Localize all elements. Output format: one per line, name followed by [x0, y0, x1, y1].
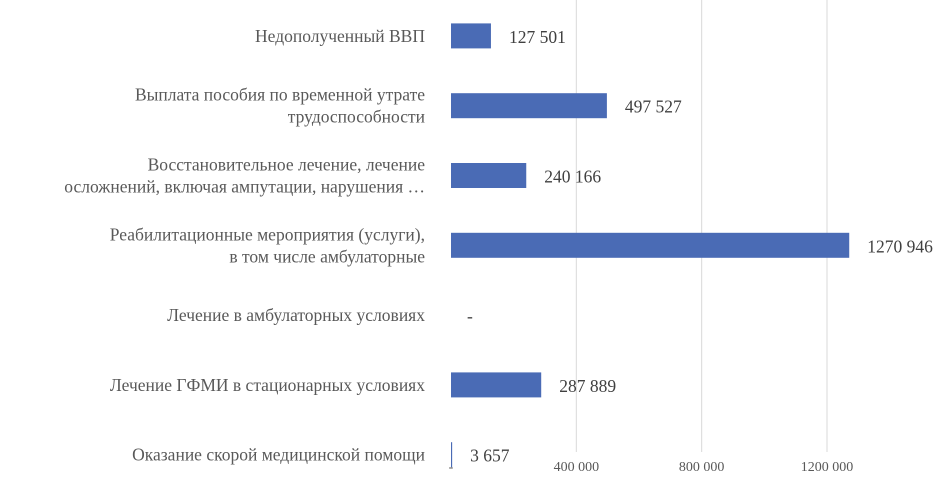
category-label-line: Реабилитационные мероприятия (услуги), — [110, 224, 425, 244]
category-label-line: в том числе амбулаторные — [229, 246, 425, 266]
category-label-line: Лечение ГФМИ в стационарных условиях — [110, 375, 425, 395]
data-label: 287 889 — [559, 376, 616, 396]
data-label: 3 657 — [470, 446, 510, 466]
category-label: Реабилитационные мероприятия (услуги), в … — [110, 224, 425, 266]
category-label-line: Восстановительное лечение, лечение — [148, 155, 426, 175]
category-label-line: Выплата пособия по временной утрате — [135, 85, 425, 105]
category-label: Восстановительное лечение, лечение осложн… — [64, 155, 425, 197]
bars — [451, 23, 850, 468]
x-axis-ticks: - 400 000 800 000 1200 000 — [449, 460, 854, 475]
bar — [451, 372, 542, 398]
tick-label: 400 000 — [554, 460, 600, 475]
tick-label: 800 000 — [679, 460, 725, 475]
category-labels: Недополученный ВВП Выплата пособия по вре… — [64, 26, 425, 465]
data-label: - — [467, 306, 473, 326]
bar — [451, 232, 850, 258]
category-label: Недополученный ВВП — [255, 26, 425, 46]
data-label: 1270 946 — [867, 236, 933, 256]
tick-label: 1200 000 — [801, 460, 854, 475]
category-label: Выплата пособия по временной утрате трудо… — [135, 85, 425, 127]
category-label: Лечение в амбулаторных условиях — [167, 305, 425, 325]
gridlines — [575, 0, 828, 452]
category-label-line: Оказание скорой медицинской помощи — [132, 445, 425, 465]
bar — [451, 93, 607, 119]
category-label: Оказание скорой медицинской помощи — [132, 445, 425, 465]
data-label: 497 527 — [625, 97, 682, 117]
bar — [451, 442, 453, 468]
tick-label: - — [449, 460, 454, 475]
category-label-line: осложнений, включая ампутации, нарушения… — [64, 177, 425, 197]
category-label-line: Лечение в амбулаторных условиях — [167, 305, 425, 325]
data-label: 127 501 — [509, 27, 566, 47]
data-labels: 127 501 497 527 240 166 1270 946 - 287 889 3 6… — [467, 27, 933, 466]
bar — [451, 163, 527, 188]
category-label-line: трудоспособности — [288, 107, 425, 127]
category-label-line: Недополученный ВВП — [255, 26, 425, 46]
category-label: Лечение ГФМИ в стационарных условиях — [110, 375, 425, 395]
bar — [451, 23, 491, 49]
data-label: 240 166 — [544, 167, 601, 187]
